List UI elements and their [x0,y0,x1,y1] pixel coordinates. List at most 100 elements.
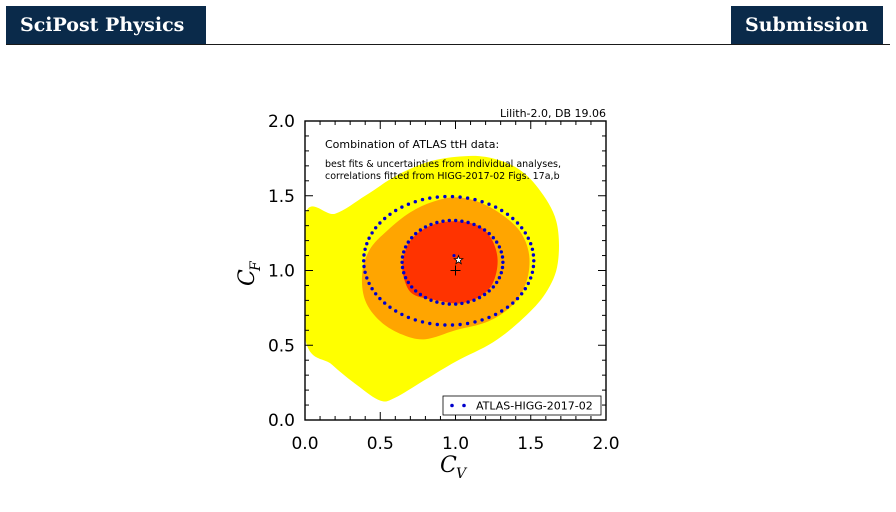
contour-1sigma-dot [402,271,406,275]
contour-2sigma-dot [378,221,382,225]
y-tick-label: 1.0 [268,262,295,282]
y-tick-label: 0.5 [268,336,295,356]
legend-label: ATLAS-HIGG-2017-02 [476,400,593,413]
region-1sigma [402,221,498,304]
contour-1sigma-dot [482,228,487,232]
contour-2sigma-dot [515,296,520,301]
x-tick-label: 1.5 [517,434,544,454]
contour-2sigma-dot [473,197,477,202]
contour-1sigma-dot [400,255,405,259]
contour-2sigma-dot [370,287,374,291]
contour-2sigma-dot [520,226,524,230]
contour-2sigma-dot [529,276,533,280]
journal-badge: SciPost Physics [6,6,206,45]
contour-2sigma-dot [465,321,470,326]
contour-2sigma-dot [362,264,366,269]
contour-2sigma-dot [520,292,524,296]
contour-2sigma-dot [500,208,504,213]
contour-2sigma-dot [420,197,425,202]
x-axis-label: C V [440,453,468,482]
contour-2sigma-dot [394,208,398,213]
contour-2sigma-dot [400,205,404,209]
dotted-contours [362,194,536,327]
y-axis-label: C F [235,260,264,286]
contour-1sigma-dot [447,302,451,306]
contour-2sigma-dot [435,322,439,327]
contour-1sigma-dot [410,285,414,289]
sm-point-marker [450,265,461,276]
contour-1sigma-dot [497,276,502,280]
contour-1sigma-dot [402,250,406,254]
contour-1sigma-dot [472,298,476,302]
contour-2sigma-dot [450,194,455,199]
contour-1sigma-dot [406,280,410,285]
contour-1sigma-dot [495,240,499,244]
contour-2sigma-dot [487,315,491,320]
y-tick-label: 2.0 [268,112,295,132]
contour-2sigma-dot [458,195,462,199]
contour-1sigma-dot [435,220,439,225]
best-fit-markers [450,253,464,276]
contour-2sigma-dot [443,323,447,327]
contour-1sigma-dot [499,250,503,254]
contour-2sigma-dot [515,221,520,225]
contour-2sigma-dot [388,212,392,216]
fit-dot-marker [452,253,456,258]
contour-2sigma-dot [435,195,439,199]
contour-1sigma-dot [418,292,423,297]
contour-1sigma-dot [497,245,502,249]
contour-2sigma-dot [394,309,398,313]
contour-1sigma-dot [414,231,418,236]
contour-1sigma-dot [482,292,487,297]
contour-2sigma-dot [406,315,411,320]
contour-2sigma-dot [365,242,369,246]
contour-2sigma-dot [523,287,527,291]
contour-2sigma-dot [362,253,366,257]
legend-box [442,395,602,416]
contour-1sigma-dot [410,236,414,240]
x-axis-symbol: C [440,453,457,478]
contour-1sigma-dot [423,225,428,229]
contour-1sigma-dot [495,280,499,285]
y-axis-subscript: F [248,260,264,272]
contour-1sigma-dot [423,295,428,300]
contour-2sigma-dot [530,247,535,251]
contour-2sigma-dot [530,270,535,274]
confidence-regions [305,155,559,402]
contour-2sigma-dot [450,323,455,327]
legend-marker-dot [462,403,466,408]
contour-2sigma-dot [500,309,504,313]
contour-2sigma-dot [428,196,432,200]
contour-1sigma-dot [406,240,410,244]
tick-labels: 0.0 0.5 1.0 1.5 2.0 0.0 0.5 1.0 1.5 2.0 [268,112,620,454]
contour-1sigma-dot [477,295,482,300]
axis-ticks [304,120,607,421]
contour-1sigma-dot [491,236,495,240]
contour-2sigma-dot [505,305,510,309]
contour-2sigma-dot [378,296,382,301]
legend: ATLAS-HIGG-2017-02 [442,395,602,416]
contour-2sigma-dot [400,312,404,317]
contour-1sigma-dot [435,300,439,304]
section-badge: Submission [731,6,883,45]
header-rule [6,44,890,45]
contour-2sigma-dot [420,320,425,324]
contour-2sigma-dot [487,202,491,206]
x-tick-label: 0.5 [367,434,394,454]
contour-1sigma-dot [447,218,451,223]
contour-1sigma-dot [429,222,433,227]
contour-2sigma-dot [383,216,387,221]
corner-note: Lilith-2.0, DB 19.06 [500,107,606,120]
x-tick-label: 1.0 [442,434,469,454]
contour-2sigma-dot [531,264,536,269]
contour-2sigma-dot [493,312,498,317]
contour-2sigma-dot [458,322,462,327]
annotation-line-1: best fits & uncertainties from individua… [325,159,561,170]
contour-2sigma-dot [363,270,367,274]
contour-1sigma-dot [403,245,408,249]
contour-2sigma-dot [511,216,515,221]
annotation-title: Combination of ATLAS ttH data: [325,138,499,151]
contour-1sigma-dot [460,301,464,306]
contour-1sigma-dot [414,289,418,293]
